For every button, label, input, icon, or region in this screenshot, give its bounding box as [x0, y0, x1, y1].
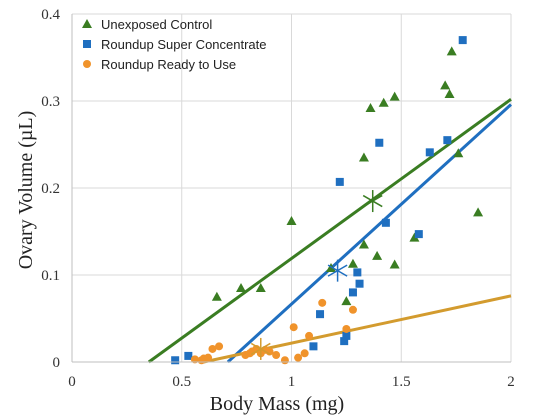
data-point [358, 152, 369, 162]
legend: Unexposed Control Roundup Super Concentra… [82, 17, 267, 72]
data-point [389, 259, 400, 269]
mean-stroke [362, 194, 383, 208]
data-point [389, 91, 400, 101]
trend-lines [147, 98, 513, 364]
x-tick-label: 1 [288, 374, 296, 390]
data-point [347, 258, 358, 268]
mean-marker [250, 337, 271, 360]
data-point [294, 353, 303, 362]
x-axis-title: Body Mass (mg) [210, 393, 344, 415]
data-point [358, 239, 369, 249]
data-point [236, 283, 247, 293]
mean-markers [250, 190, 383, 360]
data-point [184, 351, 193, 360]
data-point [353, 268, 362, 277]
y-axis-title: Ovary Volume (µL) [15, 111, 37, 270]
x-tick-label: 2 [507, 374, 515, 390]
data-point [286, 216, 297, 226]
data-point [171, 356, 180, 365]
data-point [215, 342, 224, 351]
x-tick-label: 1.5 [392, 374, 411, 390]
data-point [342, 324, 351, 333]
y-tick-label: 0.2 [41, 181, 60, 197]
x-tick-label: 0.5 [172, 374, 191, 390]
data-point [446, 46, 457, 56]
data-point [289, 323, 298, 332]
legend-entry: Roundup Super Concentrate [101, 37, 267, 52]
y-tick-label: 0.3 [41, 94, 60, 110]
data-point [348, 305, 357, 314]
mean-marker [362, 190, 383, 213]
mean-stroke [250, 342, 271, 356]
data-point [453, 148, 464, 158]
data-point [443, 136, 452, 145]
data-point [372, 250, 383, 260]
y-tick-label: 0.1 [41, 268, 60, 284]
data-point [316, 310, 325, 319]
data-point [342, 331, 351, 340]
legend-entry: Roundup Ready to Use [101, 57, 236, 72]
data-point [211, 291, 222, 301]
y-tick-label: 0 [53, 355, 61, 371]
data-point [190, 355, 199, 364]
data-point [272, 351, 281, 360]
data-points [171, 36, 484, 365]
legend-marker [82, 19, 92, 28]
y-tick-label: 0.4 [41, 7, 60, 23]
trend-line-0 [147, 98, 512, 364]
data-point [365, 102, 376, 112]
data-point [458, 36, 467, 45]
data-point [309, 342, 318, 351]
data-point [305, 331, 314, 340]
data-point [355, 279, 364, 288]
data-point [409, 232, 420, 242]
axes: 0 0.5 1 1.5 2 0 0.1 0.2 0.3 0.4 [41, 7, 515, 390]
data-point [425, 148, 434, 157]
data-point [378, 97, 389, 107]
data-point [444, 89, 455, 99]
data-point [414, 230, 423, 239]
data-point [300, 349, 309, 358]
data-point [204, 353, 213, 362]
data-point [318, 298, 327, 307]
data-point [208, 344, 217, 353]
x-tick-label: 0 [68, 374, 76, 390]
mean-marker [327, 259, 348, 282]
data-point [375, 138, 384, 147]
legend-marker [83, 60, 91, 68]
mean-stroke [327, 264, 348, 277]
data-point [348, 288, 357, 297]
data-point [473, 207, 484, 217]
data-point [280, 356, 289, 365]
legend-marker [83, 40, 91, 48]
data-point [341, 296, 352, 306]
legend-entry: Unexposed Control [101, 17, 212, 32]
data-point [340, 337, 349, 346]
data-point [255, 283, 266, 293]
data-point [335, 177, 344, 186]
trend-line-1 [226, 103, 513, 364]
grid [72, 13, 512, 362]
data-point [440, 80, 451, 90]
data-point [381, 218, 390, 227]
